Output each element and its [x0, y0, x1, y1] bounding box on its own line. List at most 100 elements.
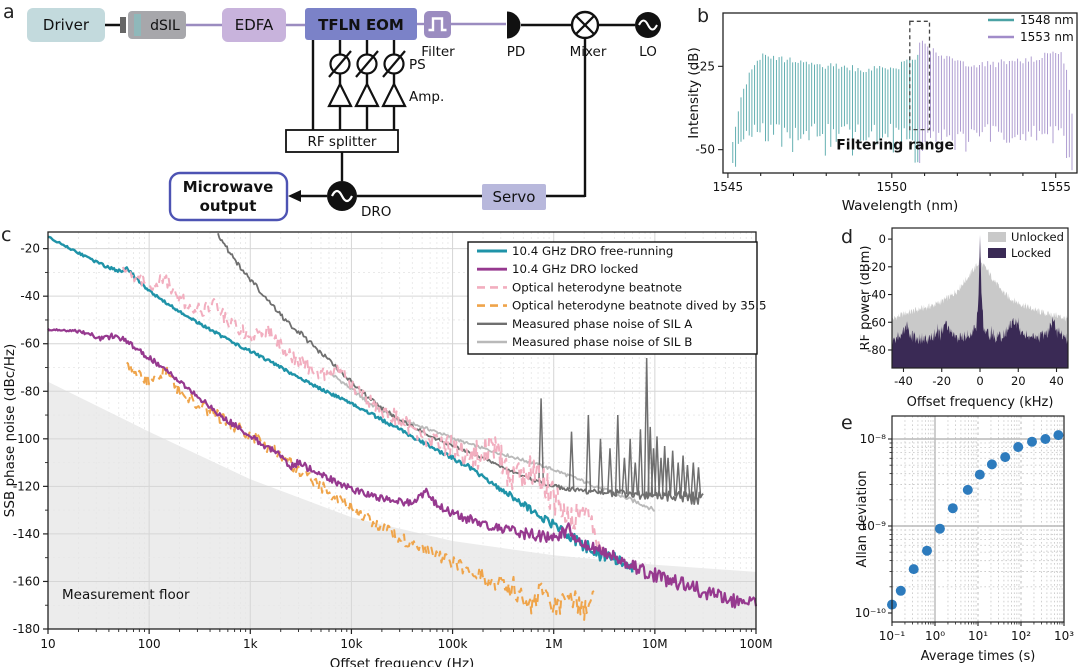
c-x-tick: 100M — [739, 637, 772, 651]
arrowhead-left — [288, 190, 301, 202]
amp-label: Amp. — [409, 89, 444, 105]
ps-label: PS — [409, 57, 426, 73]
panel-d-rf-spectrum-chart: -40 -20 0 20 40 0 -20 -40 -60 -80 Offset frequency… — [860, 227, 1069, 410]
trace-Optical-heterodyne-beatnote — [121, 266, 603, 554]
b-legend-label: 1553 nm — [1020, 30, 1074, 44]
driver-box — [27, 8, 105, 42]
filtering-range-box — [909, 20, 931, 131]
sil-a-spike — [643, 357, 650, 496]
e-y-tick: 10⁻⁸ — [860, 432, 887, 446]
allan-point — [1053, 430, 1064, 441]
panel-e-allan-deviation-chart: 10⁻¹ 10⁰ 10¹ 10² 10³ 10⁻⁸ 10⁻⁹ 10⁻¹⁰ Average tim… — [856, 415, 1074, 664]
microwave-output-line1: Microwave — [183, 178, 274, 196]
e-y-label: Allan deviation — [856, 471, 870, 568]
b-x-tick: 1545 — [713, 180, 744, 194]
comb-1548-nm — [732, 53, 919, 167]
sil-a-spike — [654, 436, 660, 496]
sil-a-spike — [614, 414, 621, 494]
c-x-tick: 1M — [545, 637, 563, 651]
e-y-tick: 10⁻⁹ — [860, 519, 887, 533]
allan-point — [934, 523, 945, 534]
figure-graphic — [327, 81, 353, 108]
measurement-floor-region — [48, 381, 756, 629]
allan-point — [974, 469, 985, 480]
panel-c-legend: 10.4 GHz DRO free-running 10.4 GHz DRO lo… — [467, 241, 766, 355]
allan-point — [895, 585, 906, 596]
c-x-tick: 100k — [438, 637, 468, 651]
c-y-tick: -140 — [13, 527, 40, 541]
figure-graphic — [467, 241, 758, 355]
pd-label: PD — [507, 44, 526, 60]
e-x-label: Average times (s) — [921, 649, 1036, 664]
b-y-tick: -50 — [695, 143, 715, 157]
d-y-label: RF power (dBm) — [860, 246, 873, 351]
figure-graphic — [382, 50, 406, 78]
allan-point — [1013, 442, 1024, 452]
sil-a-spike — [665, 457, 671, 496]
panel-a-setup-diagram: Driver dSIL EDFA TFLN EOM Filter PD Mixe… — [27, 8, 661, 222]
c-y-tick: -60 — [20, 337, 40, 351]
e-x-tick: 10² — [1011, 629, 1031, 643]
figure-graphic — [328, 50, 352, 78]
d-y-tick: -40 — [867, 288, 886, 302]
mixer-label: Mixer — [570, 44, 607, 60]
d-legend-swatch — [988, 248, 1006, 258]
panel-label-e: e — [841, 412, 853, 434]
c-y-label: SSB phase noise (dBc/Hz) — [2, 344, 18, 518]
rf-splitter-label: RF splitter — [308, 134, 377, 150]
filter-label: Filter — [421, 44, 455, 60]
b-x-label: Wavelength (nm) — [842, 198, 959, 214]
c-legend-label: Measured phase noise of SIL A — [512, 317, 692, 331]
d-x-tick: 20 — [1011, 374, 1026, 388]
d-y-tick: -80 — [867, 343, 886, 357]
sil-a-spike — [637, 429, 644, 496]
panel-c-traces — [47, 232, 758, 621]
b-x-tick: 1550 — [877, 180, 908, 194]
b-legend-label: 1548 nm — [1020, 13, 1074, 27]
allan-point — [908, 564, 919, 575]
area-locked — [892, 234, 1068, 368]
eom-label: TFLN EOM — [318, 16, 404, 34]
b-y-tick: -25 — [695, 59, 715, 73]
sil-a-spike — [627, 438, 634, 495]
c-y-tick: -160 — [13, 574, 40, 588]
c-x-tick: 10 — [40, 637, 55, 651]
rf-splitter-box — [285, 129, 399, 153]
dro-label: DRO — [361, 204, 391, 220]
trace-Measured-phase-noise-of-SIL-B — [328, 371, 656, 512]
panel-c-axes-box — [47, 231, 757, 630]
figure-graphic — [331, 189, 353, 203]
edfa-label: EDFA — [235, 16, 274, 34]
allan-point — [922, 545, 932, 556]
microwave-output-line2: output — [200, 197, 257, 215]
d-x-tick: -20 — [932, 374, 951, 388]
pd-icon — [507, 11, 521, 39]
trace-10.4-GHz-DRO-locked — [47, 328, 758, 609]
c-x-tick: 10M — [642, 637, 668, 651]
c-y-tick: -20 — [20, 242, 40, 256]
b-y-label: Intensity (dB) — [688, 47, 702, 138]
panel-b-spectrum-chart: Filtering range 1545 1550 1555 -25 -50 Wavelen… — [688, 12, 1078, 214]
panel-label-a: a — [3, 1, 15, 23]
sil-a-spike — [675, 462, 682, 497]
sil-a-spike — [690, 462, 697, 498]
panel-e-grid — [892, 416, 1064, 622]
servo-box — [482, 184, 546, 210]
filtering-range-annotation: Filtering range — [836, 138, 954, 154]
sil-a-spike — [607, 448, 613, 494]
eom-box — [305, 8, 417, 40]
c-x-tick: 1k — [243, 637, 258, 651]
sil-a-spike — [621, 457, 628, 495]
sil-a-spike — [538, 398, 545, 483]
figure-graphic — [381, 81, 407, 108]
servo-label: Servo — [493, 188, 536, 206]
sil-a-spike — [585, 414, 592, 492]
sil-a-spike — [597, 438, 604, 493]
sil-a-spike — [669, 450, 676, 496]
d-y-tick: 0 — [879, 232, 886, 246]
e-x-tick: 10¹ — [968, 629, 988, 643]
c-y-tick: -100 — [13, 432, 40, 446]
c-legend-label: 10.4 GHz DRO free-running — [512, 244, 673, 258]
allan-point — [947, 503, 958, 514]
c-x-tick: 10k — [340, 637, 362, 651]
